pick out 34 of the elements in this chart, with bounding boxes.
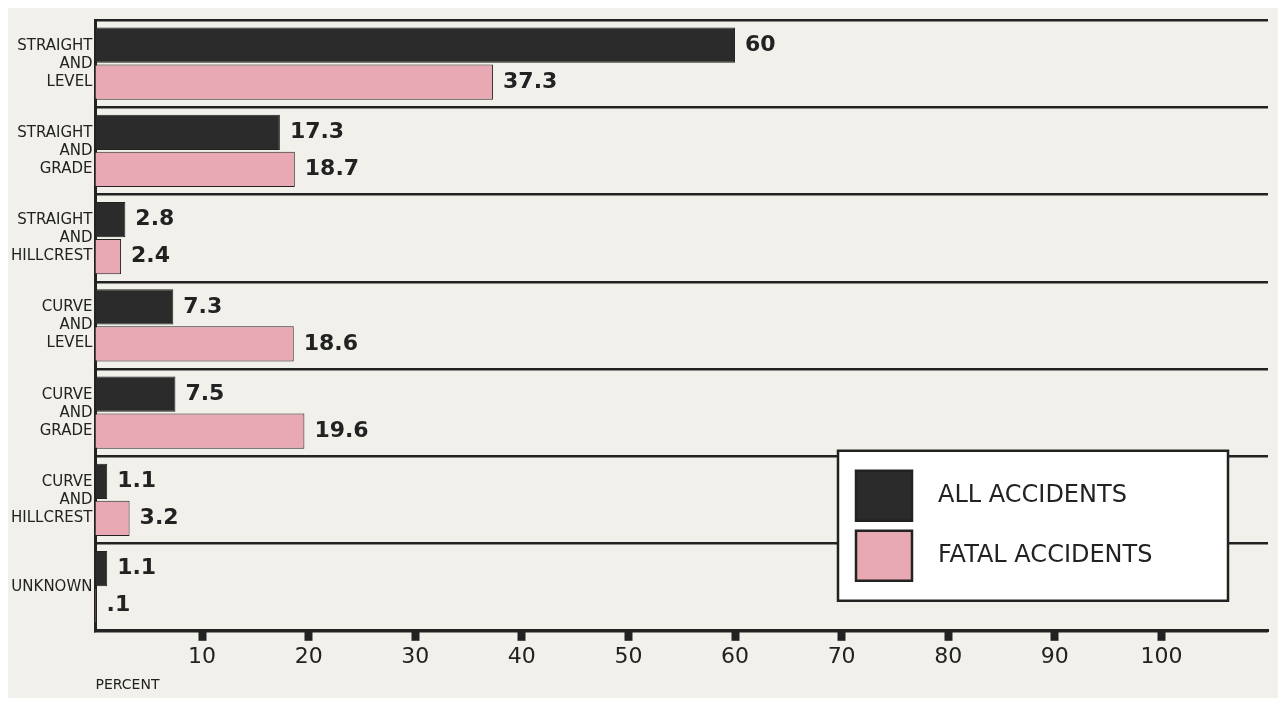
data-label: 18.7	[304, 155, 360, 181]
data-label: 19.6	[314, 416, 369, 442]
legend-label: ALL ACCIDENTS	[938, 480, 1127, 509]
legend-label: FATAL ACCIDENTS	[938, 540, 1153, 569]
x-tick-label: 40	[507, 642, 536, 668]
data-label: 1.1	[117, 554, 157, 580]
x-tick-label: 90	[1040, 642, 1069, 668]
y-tick-label: CURVE AND HILLCREST	[10, 471, 94, 526]
data-label: .1	[106, 591, 131, 617]
y-tick-label: UNKNOWN	[11, 577, 93, 596]
x-tick-label: 30	[401, 642, 430, 668]
data-label: 3.2	[139, 504, 179, 530]
y-tick-label: CURVE AND LEVEL	[41, 297, 94, 352]
data-label: 17.3	[289, 118, 345, 144]
data-label: 2.4	[131, 242, 171, 268]
y-tick-label: STRAIGHT AND GRADE	[17, 122, 94, 177]
x-tick-label: 80	[934, 642, 963, 668]
data-label: 37.3	[503, 67, 558, 93]
x-tick-label: 50	[614, 642, 643, 668]
x-tick-label: 70	[827, 642, 856, 668]
data-label: 2.8	[135, 205, 175, 231]
x-tick-label: 100	[1140, 642, 1183, 668]
x-tick-label: 60	[721, 642, 750, 668]
data-label: 60	[745, 30, 776, 56]
x-tick-label: 10	[188, 642, 217, 668]
data-label: 7.3	[183, 292, 223, 318]
y-tick-label: CURVE AND GRADE	[39, 384, 93, 439]
data-label: 7.5	[185, 379, 225, 405]
y-tick-label: STRAIGHT AND LEVEL	[17, 35, 94, 90]
x-tick-label: 20	[294, 642, 323, 668]
x-axis-title: PERCENT	[95, 676, 160, 693]
data-label: 1.1	[117, 467, 157, 493]
y-tick-label: STRAIGHT AND HILLCREST	[10, 210, 94, 265]
data-label: 18.6	[303, 329, 359, 355]
